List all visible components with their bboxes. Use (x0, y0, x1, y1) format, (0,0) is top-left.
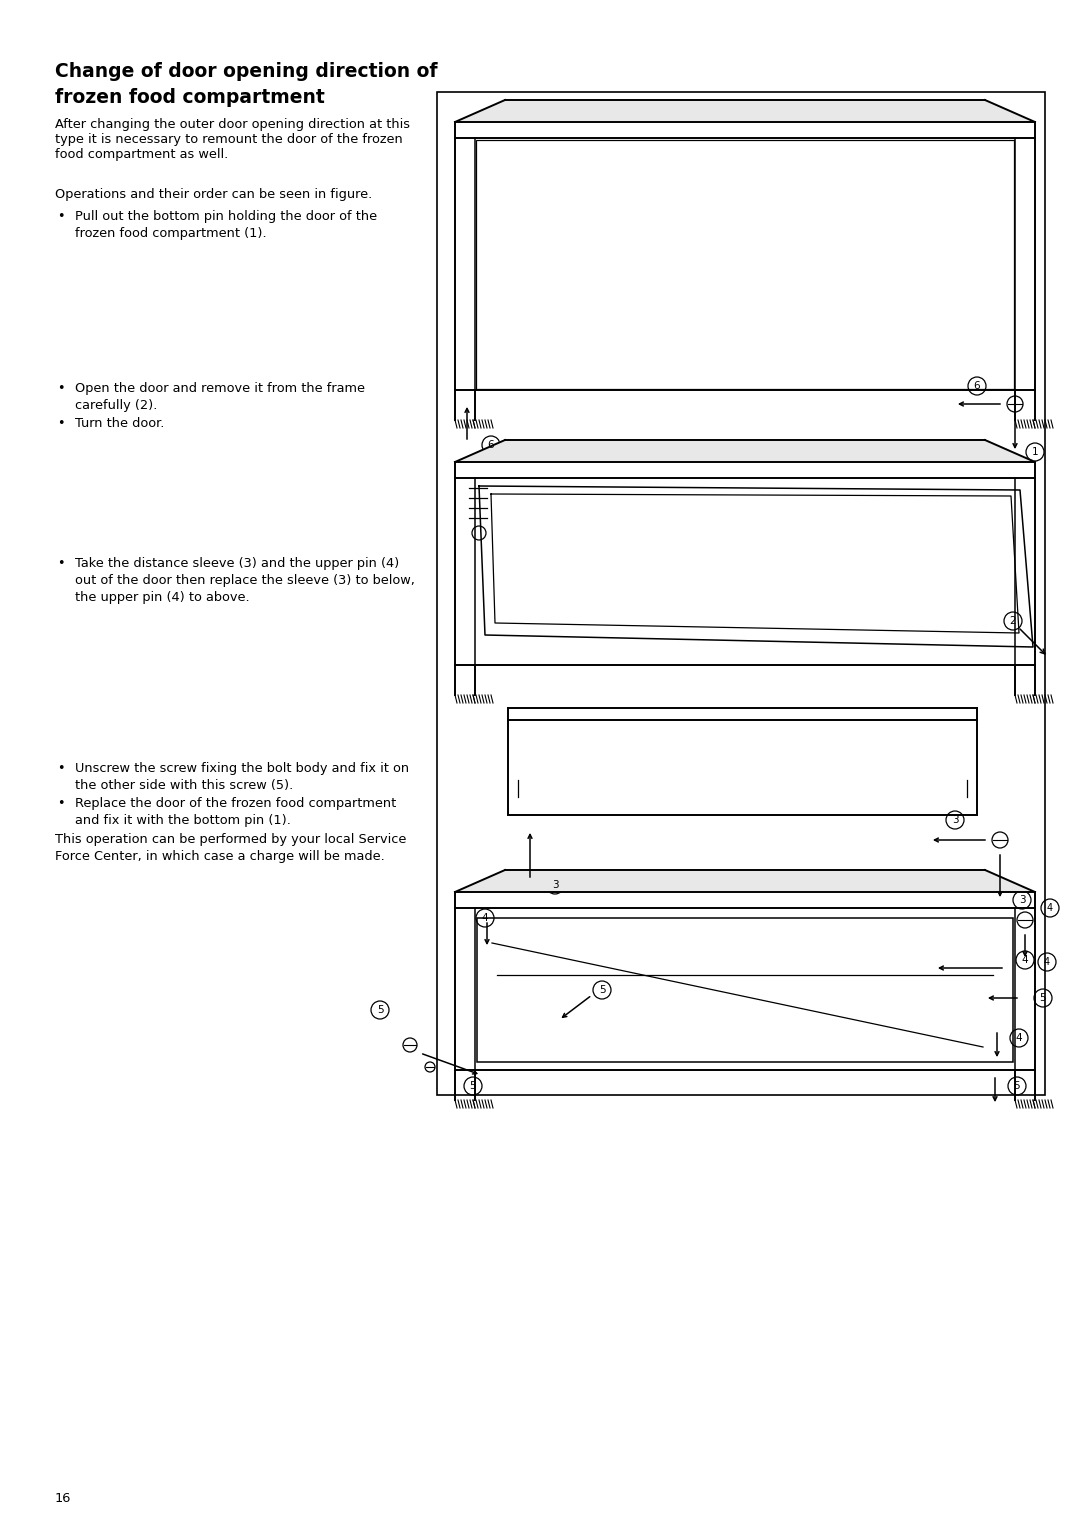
Text: 3: 3 (552, 881, 558, 890)
Text: Open the door and remove it from the frame: Open the door and remove it from the fra… (75, 382, 365, 395)
Text: Operations and their order can be seen in figure.: Operations and their order can be seen i… (55, 188, 373, 201)
Text: •: • (57, 557, 65, 571)
Text: and fix it with the bottom pin (1).: and fix it with the bottom pin (1). (75, 813, 291, 827)
Text: out of the door then replace the sleeve (3) to below,: out of the door then replace the sleeve … (75, 574, 415, 588)
Text: frozen food compartment (1).: frozen food compartment (1). (75, 227, 267, 240)
Text: Pull out the bottom pin holding the door of the: Pull out the bottom pin holding the door… (75, 211, 377, 223)
Bar (437, 92, 1045, 1096)
Polygon shape (455, 101, 1035, 122)
Bar (477, 919, 1013, 1062)
Text: 6: 6 (974, 382, 981, 391)
Text: 4: 4 (1044, 957, 1050, 967)
Text: Change of door opening direction of: Change of door opening direction of (55, 63, 437, 81)
Text: This operation can be performed by your local Service: This operation can be performed by your … (55, 833, 406, 845)
Text: 2: 2 (1010, 617, 1016, 626)
Bar (508, 720, 977, 815)
Text: 5: 5 (1040, 993, 1047, 1003)
Text: Take the distance sleeve (3) and the upper pin (4): Take the distance sleeve (3) and the upp… (75, 557, 400, 571)
Bar (476, 140, 1014, 389)
Text: Turn the door.: Turn the door. (75, 417, 164, 430)
Polygon shape (455, 870, 1035, 893)
Text: •: • (57, 382, 65, 395)
Text: Unscrew the screw fixing the bolt body and fix it on: Unscrew the screw fixing the bolt body a… (75, 761, 409, 775)
Text: the upper pin (4) to above.: the upper pin (4) to above. (75, 591, 249, 604)
Text: •: • (57, 761, 65, 775)
Text: 5: 5 (377, 1006, 383, 1015)
Text: carefully (2).: carefully (2). (75, 398, 158, 412)
Polygon shape (455, 439, 1035, 462)
Text: •: • (57, 797, 65, 810)
Text: 3: 3 (1018, 896, 1025, 905)
Text: 4: 4 (1015, 1033, 1023, 1042)
Text: 4: 4 (1047, 903, 1053, 913)
Text: the other side with this screw (5).: the other side with this screw (5). (75, 778, 294, 792)
Text: 1: 1 (1031, 447, 1038, 456)
Text: 6: 6 (488, 439, 495, 450)
Text: After changing the outer door opening direction at this
type it is necessary to : After changing the outer door opening di… (55, 118, 410, 162)
Text: 4: 4 (482, 913, 488, 923)
Text: 5: 5 (470, 1080, 476, 1091)
Text: •: • (57, 211, 65, 223)
Text: 5: 5 (598, 984, 605, 995)
Text: Force Center, in which case a charge will be made.: Force Center, in which case a charge wil… (55, 850, 384, 864)
Text: frozen food compartment: frozen food compartment (55, 89, 325, 107)
Text: •: • (57, 417, 65, 430)
Text: 3: 3 (951, 815, 958, 826)
Text: 16: 16 (55, 1492, 71, 1505)
Text: 5: 5 (1014, 1080, 1021, 1091)
Text: Replace the door of the frozen food compartment: Replace the door of the frozen food comp… (75, 797, 396, 810)
Text: 4: 4 (1022, 955, 1028, 964)
